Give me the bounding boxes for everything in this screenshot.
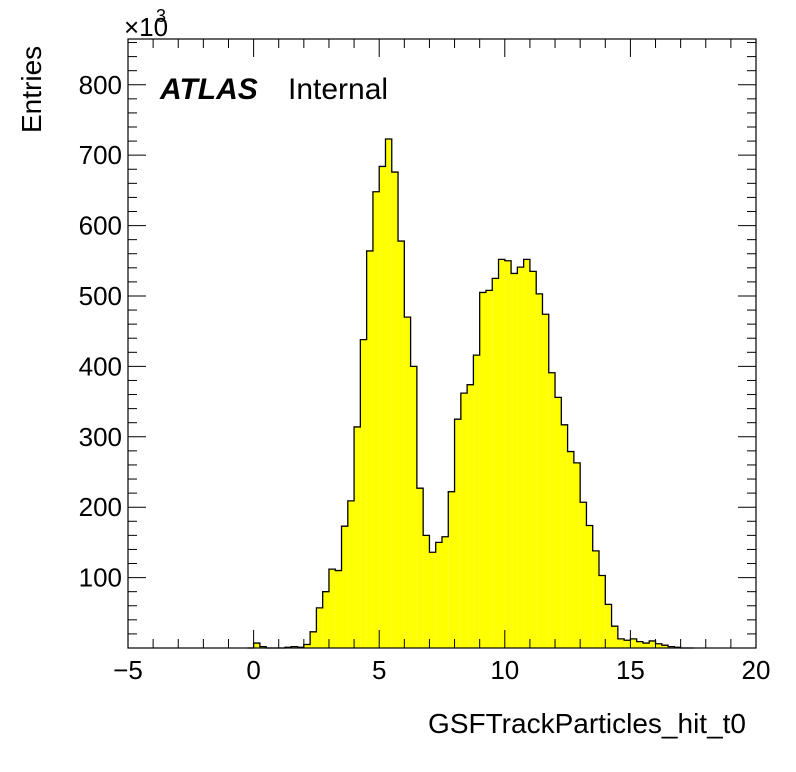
histogram-bin — [586, 525, 593, 648]
x-tick-label: 5 — [372, 655, 386, 685]
histogram-bin — [354, 426, 361, 648]
histogram-bin — [435, 542, 442, 648]
histogram-bin — [504, 260, 512, 648]
plot-frame — [127, 38, 757, 649]
histogram-bin — [423, 535, 430, 648]
histogram-bin — [655, 643, 662, 648]
histogram-bin — [416, 488, 424, 648]
histogram-bars — [247, 138, 694, 649]
histogram-bin — [360, 339, 367, 648]
histogram-bin — [642, 643, 650, 648]
histogram-bin — [548, 372, 556, 648]
histogram-bin — [429, 552, 436, 648]
histogram-bin — [555, 397, 562, 648]
histogram-bin — [485, 290, 493, 648]
histogram-bin — [460, 393, 468, 648]
histogram-bin — [398, 241, 405, 648]
x-tick-labels: −5 0 5 10 15 20 — [113, 655, 770, 685]
histogram-bin — [391, 172, 399, 648]
histogram-bin — [630, 638, 637, 648]
status-label: Internal — [288, 73, 388, 106]
histogram-bin — [328, 569, 336, 648]
histogram-bin — [573, 462, 581, 648]
y-multiplier-label: ×10 — [124, 12, 168, 42]
histogram-bin — [379, 166, 386, 648]
histogram-bin — [649, 640, 656, 648]
histogram-bin — [599, 575, 606, 648]
histogram-bin — [529, 271, 537, 648]
plot-border — [127, 38, 757, 649]
y-tick-label: 700 — [79, 140, 122, 170]
histogram-bin — [498, 259, 505, 648]
histogram-bin — [580, 502, 587, 648]
y-axis-title: Entries — [16, 46, 47, 133]
y-tick-label: 400 — [79, 351, 122, 381]
y-tick-labels: 100 200 300 400 500 600 700 800 — [79, 70, 122, 593]
axis-ticks — [127, 39, 757, 649]
x-tick-label: 10 — [490, 655, 519, 685]
y-tick-label: 100 — [79, 563, 122, 593]
histogram-bin — [567, 451, 574, 648]
histogram-bin — [542, 314, 549, 648]
histogram-bin — [372, 191, 380, 649]
experiment-label: ATLAS — [159, 73, 258, 106]
histogram-bin — [467, 384, 474, 648]
histogram-bin — [605, 604, 612, 648]
histogram-bin — [479, 292, 486, 648]
x-tick-label: −5 — [113, 655, 143, 685]
histogram-bin — [291, 646, 298, 648]
y-tick-label: 600 — [79, 211, 122, 241]
y-tick-label: 500 — [79, 281, 122, 311]
histogram-bin — [517, 267, 524, 648]
x-tick-label: 20 — [742, 655, 771, 685]
histogram-bin — [366, 250, 373, 649]
histogram-bin — [661, 645, 669, 648]
histogram-bin — [404, 317, 411, 648]
y-tick-label: 800 — [79, 70, 122, 100]
histogram-bin — [442, 536, 449, 648]
x-tick-label: 0 — [246, 655, 260, 685]
y-multiplier-exponent: 3 — [156, 6, 166, 26]
histogram-bin — [473, 355, 480, 648]
histogram-outline — [247, 138, 694, 649]
histogram-bin — [611, 626, 618, 648]
histogram-bin — [310, 631, 317, 648]
histogram-bin — [448, 491, 455, 648]
histogram-bin — [410, 366, 417, 648]
histogram-bin — [322, 591, 329, 648]
histogram-bin — [341, 526, 348, 648]
y-tick-label: 300 — [79, 422, 122, 452]
histogram-bin — [592, 550, 599, 648]
y-tick-label: 200 — [79, 492, 122, 522]
histogram-bin — [561, 424, 568, 648]
histogram-bin — [347, 500, 355, 648]
histogram-bin — [303, 644, 311, 648]
histogram-bin — [636, 641, 643, 648]
histogram-bin — [492, 278, 499, 648]
histogram-bin — [523, 259, 530, 648]
histogram-bin — [335, 570, 342, 648]
x-tick-label: 15 — [616, 655, 645, 685]
histogram-bin — [511, 273, 518, 648]
histogram-bin — [624, 640, 631, 648]
histogram-bin — [536, 293, 543, 648]
histogram-bin — [668, 646, 675, 648]
histogram-bin — [316, 607, 323, 648]
x-axis-title: GSFTrackParticles_hit_t0 — [428, 708, 746, 739]
histogram-bin — [253, 643, 260, 648]
histogram-bin — [454, 419, 461, 648]
histogram-bin — [259, 646, 267, 648]
histogram-bin — [617, 638, 625, 648]
histogram-bin — [385, 138, 392, 649]
